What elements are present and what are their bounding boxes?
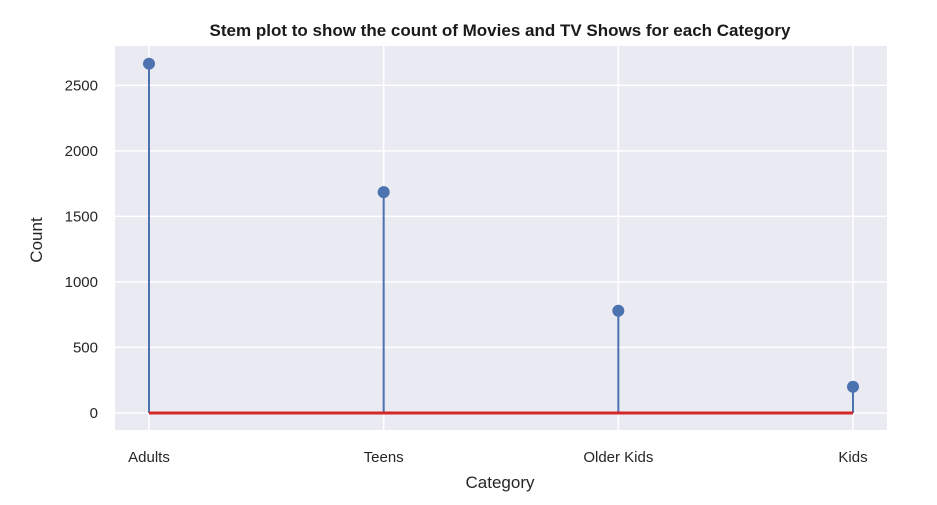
x-tick-label: Kids (838, 449, 867, 466)
y-axis-label: Count (27, 217, 46, 263)
y-tick-label: 1500 (65, 208, 98, 225)
x-tick-label: Adults (128, 449, 170, 466)
stem-marker (612, 304, 625, 317)
chart-title: Stem plot to show the count of Movies an… (210, 21, 791, 40)
x-axis-label: Category (466, 473, 535, 492)
stem-marker (143, 57, 155, 70)
stem-markers (143, 57, 859, 393)
y-tick-label: 1000 (65, 274, 98, 291)
y-tick-label: 2000 (65, 143, 98, 160)
stem-marker (377, 186, 390, 199)
y-tick-label: 2500 (65, 77, 98, 94)
y-tick-label: 0 (90, 405, 98, 422)
y-tick-label: 500 (73, 339, 98, 356)
x-tick-label: Teens (364, 449, 404, 466)
x-tick-labels: Adults Teens Older Kids Kids (128, 449, 867, 466)
y-tick-labels: 0 500 1000 1500 2000 2500 (65, 77, 98, 422)
plot-area (115, 46, 887, 430)
x-tick-label: Older Kids (583, 449, 653, 466)
stem-marker (847, 380, 859, 393)
grid-lines (115, 46, 887, 430)
